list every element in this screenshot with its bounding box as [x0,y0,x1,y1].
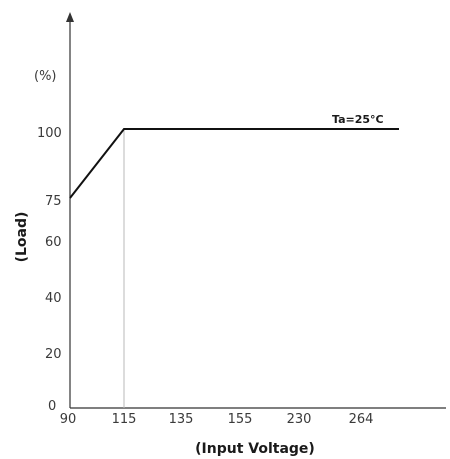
x-tick-label: 90 [60,412,77,427]
y-tick-label: 0 [48,399,56,414]
temperature-annotation: Ta=25°C [332,113,384,126]
y-ticks: 0 20 40 60 75 100 [37,126,62,414]
y-tick-label: 20 [45,347,62,362]
x-tick-label: 155 [228,412,253,427]
axes [66,12,446,409]
y-tick-label: 40 [45,291,62,306]
x-axis-title: (Input Voltage) [195,441,315,457]
y-unit-label: (%) [34,69,57,84]
y-tick-label: 75 [45,194,62,209]
series-line [69,128,399,199]
y-tick-label: 60 [45,235,62,250]
y-axis-arrow [66,12,74,22]
y-axis-title: (Load) [14,212,30,263]
x-tick-label: 135 [169,412,194,427]
x-tick-label: 264 [349,412,374,427]
y-tick-label: 100 [37,126,62,141]
x-tick-label: 230 [287,412,312,427]
x-tick-label: 115 [112,412,137,427]
x-ticks: 90 115 135 155 230 264 [60,412,374,427]
